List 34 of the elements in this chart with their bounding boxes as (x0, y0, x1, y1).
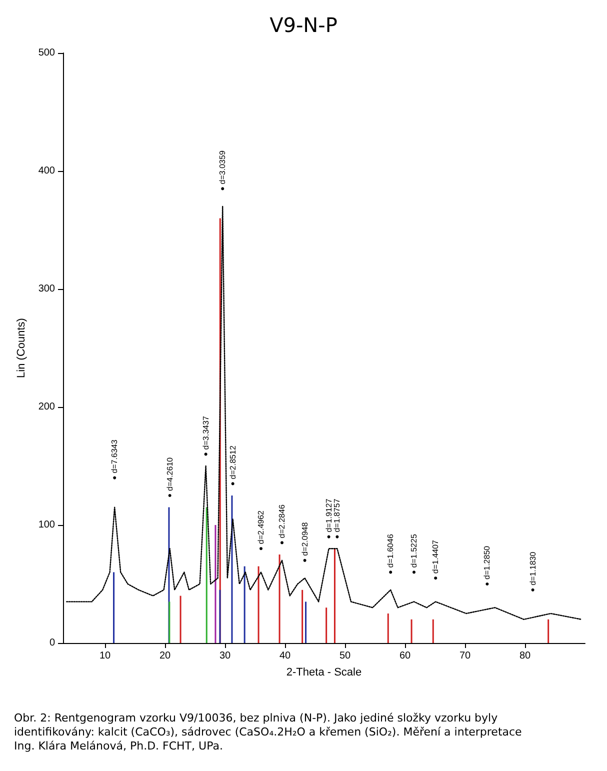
x-tick-label: 10 (99, 650, 111, 662)
annotation: d=1.9127 (324, 498, 334, 532)
y-tick-label: 200 (38, 402, 56, 412)
line-series (66, 206, 582, 620)
annotation: d=2.0948 (300, 522, 310, 556)
x-tick-label: 70 (459, 650, 471, 662)
annotation: d=4.2610 (165, 456, 174, 491)
y-tick-label: 100 (38, 520, 56, 530)
annotation: d=2.8512 (228, 445, 238, 480)
annotation: d=1.8757 (332, 498, 342, 532)
annotation: d=1.6046 (386, 534, 396, 568)
x-tick-label: 20 (159, 650, 171, 662)
y-tick-label: 300 (38, 284, 56, 294)
text: Obr. 2: Rentgenogram vzorku V9/10036, bez plniva (N-P). Jako jediné složky vzorku byly identifikovány: kalcit (CaCO₃), sádrovec (CaSO₄.2H₂O a křemen (SiO₂). Měření a interpretace Ing. Klára Melánová, Ph.D. FCHT, UPa. (14, 712, 526, 752)
y-tick-label: 0 (49, 638, 56, 648)
y-tick-label: 400 (38, 166, 56, 176)
annotation: d=2.2846 (278, 504, 286, 538)
x-tick-label: 80 (519, 650, 531, 662)
annotation: d=3.3437 (201, 416, 210, 450)
y-axis-title: Lin (Counts) (16, 318, 28, 378)
chart-title: V9-N-P (270, 13, 338, 37)
x-tick-label: 40 (279, 650, 291, 662)
annotation: d=2.4962 (256, 510, 266, 544)
annotation: d=1.1830 (528, 551, 538, 586)
x-tick-label: 50 (339, 650, 351, 662)
x-axis-title: 2-Theta - Scale (286, 666, 362, 678)
annotation: d=1.2850 (482, 545, 492, 580)
x-tick-label: 60 (399, 650, 411, 662)
x-tick-label: 30 (219, 650, 231, 662)
annotation: d=3.0359 (218, 150, 228, 184)
y-tick-label: 500 (38, 48, 56, 58)
annotation: d=1.4407 (431, 539, 440, 574)
annotation: d=1.5225 (410, 534, 418, 568)
annotation: d=7.6343 (110, 439, 120, 474)
